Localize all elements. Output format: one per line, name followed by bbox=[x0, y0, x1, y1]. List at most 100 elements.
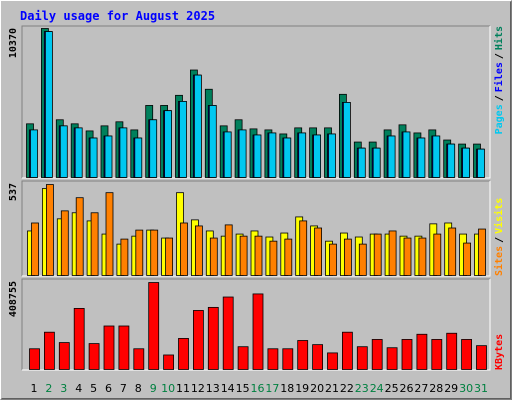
bar bbox=[254, 235, 263, 276]
bar bbox=[357, 147, 366, 178]
bar bbox=[193, 74, 202, 178]
panel-light bbox=[22, 26, 491, 179]
bar bbox=[103, 325, 115, 370]
bar bbox=[283, 137, 292, 178]
bar bbox=[75, 197, 84, 276]
bar bbox=[208, 105, 217, 178]
bar bbox=[44, 331, 55, 370]
x-tick-label: 1 bbox=[31, 382, 38, 395]
y-tick-label: 408755 bbox=[8, 281, 19, 317]
bar bbox=[356, 346, 368, 370]
bar bbox=[314, 227, 323, 276]
bar bbox=[135, 229, 144, 276]
bar bbox=[417, 137, 426, 178]
bar bbox=[448, 227, 457, 276]
x-tick-label: 31 bbox=[474, 382, 488, 395]
bar bbox=[447, 143, 456, 178]
bar bbox=[373, 233, 382, 276]
bar bbox=[58, 342, 70, 370]
bar bbox=[297, 340, 309, 370]
bar bbox=[341, 331, 353, 370]
x-tick-label: 7 bbox=[120, 382, 127, 395]
bar bbox=[312, 344, 324, 370]
legend-entry: Hits bbox=[493, 26, 505, 50]
x-tick-label: 9 bbox=[150, 382, 157, 395]
bar bbox=[74, 127, 83, 178]
x-tick-label: 27 bbox=[414, 382, 428, 395]
bar bbox=[150, 229, 159, 276]
bar bbox=[432, 135, 441, 178]
bar bbox=[299, 220, 308, 276]
bar bbox=[461, 339, 473, 370]
x-tick-label: 28 bbox=[429, 382, 443, 395]
bar bbox=[209, 237, 218, 276]
legend-entry: Pages bbox=[494, 104, 505, 134]
bar bbox=[358, 243, 367, 276]
legend-separator: / bbox=[494, 95, 505, 101]
bar bbox=[163, 354, 175, 370]
bar bbox=[342, 102, 351, 178]
panel-shade bbox=[21, 278, 490, 370]
bar bbox=[267, 348, 279, 370]
bar bbox=[371, 339, 383, 370]
bar bbox=[387, 135, 396, 178]
x-tick-label: 6 bbox=[105, 382, 112, 395]
bar bbox=[29, 348, 40, 370]
x-tick-label: 20 bbox=[310, 382, 324, 395]
bar bbox=[298, 132, 307, 178]
x-tick-label: 19 bbox=[295, 382, 309, 395]
bar bbox=[222, 296, 234, 370]
x-tick-label: 3 bbox=[60, 382, 67, 395]
bar bbox=[386, 347, 398, 370]
bar bbox=[418, 237, 427, 276]
bar bbox=[30, 129, 38, 178]
bar bbox=[194, 225, 203, 276]
bar bbox=[446, 332, 458, 370]
x-tick-label: 13 bbox=[206, 382, 220, 395]
bar bbox=[239, 235, 248, 276]
legend-entry: Visits bbox=[493, 198, 505, 234]
bar bbox=[73, 308, 85, 370]
bar bbox=[178, 338, 189, 370]
bar bbox=[329, 243, 337, 276]
bar bbox=[31, 222, 39, 276]
x-tick-label: 17 bbox=[265, 382, 279, 395]
panel-shade bbox=[21, 180, 490, 276]
bar bbox=[238, 129, 247, 178]
bar bbox=[269, 240, 278, 276]
bar bbox=[253, 134, 262, 178]
legend: KBytes bbox=[494, 334, 505, 370]
bar bbox=[252, 293, 264, 370]
x-tick-label: 22 bbox=[340, 382, 354, 395]
chart-title: Daily usage for August 2025 bbox=[20, 9, 215, 23]
bar bbox=[327, 352, 338, 370]
bar bbox=[148, 282, 160, 370]
bar bbox=[416, 333, 428, 370]
panel-light bbox=[22, 279, 491, 371]
x-tick-label: 2 bbox=[45, 382, 52, 395]
y-tick-label: 10370 bbox=[8, 28, 19, 58]
x-tick-label: 21 bbox=[325, 382, 339, 395]
legend-separator: / bbox=[494, 237, 505, 243]
bar bbox=[60, 210, 69, 276]
bar bbox=[118, 325, 130, 370]
bar bbox=[343, 238, 352, 276]
bar bbox=[282, 348, 294, 370]
bar bbox=[403, 237, 412, 276]
legend-entry: Sites bbox=[493, 246, 505, 276]
bar bbox=[237, 346, 249, 370]
legend-entry: Files bbox=[493, 62, 505, 92]
bar bbox=[90, 212, 99, 276]
bar bbox=[88, 343, 100, 370]
legend-entry: KBytes bbox=[494, 334, 505, 370]
x-tick-label: 12 bbox=[191, 382, 205, 395]
x-tick-label: 5 bbox=[90, 382, 97, 395]
legend: Sites / Visits bbox=[493, 198, 505, 276]
bar bbox=[477, 148, 485, 178]
bar bbox=[165, 237, 174, 276]
bar bbox=[105, 192, 114, 276]
x-tick-label: 26 bbox=[400, 382, 414, 395]
bar bbox=[431, 339, 443, 370]
bar bbox=[476, 345, 487, 370]
